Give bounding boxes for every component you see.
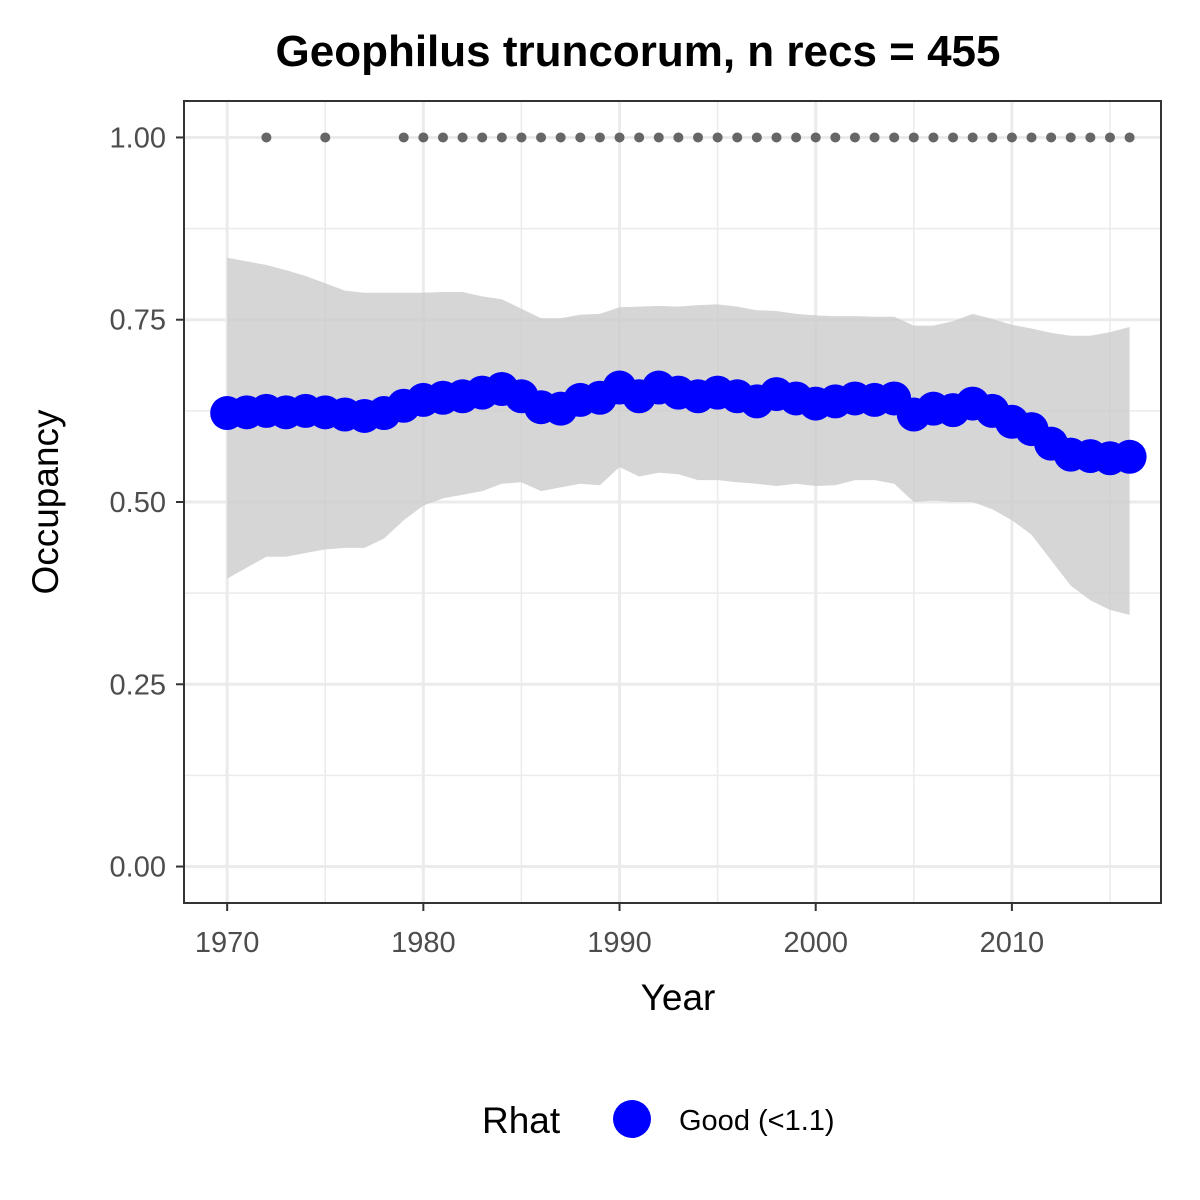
y-tick-label: 0.75 (110, 305, 166, 337)
record-point (555, 132, 566, 143)
y-tick-label: 0.00 (110, 852, 166, 884)
record-point (398, 132, 409, 143)
record-point (594, 132, 605, 143)
record-point (614, 132, 625, 143)
record-point (732, 132, 743, 143)
y-axis-title: Occupancy (25, 409, 66, 595)
record-point (634, 132, 645, 143)
record-point (712, 132, 723, 143)
record-point (830, 132, 841, 143)
record-point (1085, 132, 1096, 143)
record-point (1026, 132, 1037, 143)
record-point (496, 132, 507, 143)
axis-ticks: 1970 1980 1990 2000 2010 0.00 0.25 0.50 0.75 1.00 (110, 122, 1045, 959)
chart-title: Geophilus truncorum, n recs = 455 (276, 27, 1001, 76)
y-tick-label: 0.50 (110, 487, 166, 519)
record-point (575, 132, 586, 143)
record-point (320, 132, 331, 143)
record-point (849, 132, 860, 143)
record-point (516, 132, 527, 143)
occupancy-series (210, 370, 1147, 476)
y-tick-label: 1.00 (110, 122, 166, 154)
x-tick-label: 1980 (391, 927, 456, 959)
record-point (418, 132, 429, 143)
x-axis-title: Year (641, 977, 716, 1018)
record-point (1065, 132, 1076, 143)
x-tick-label: 2000 (783, 927, 848, 959)
record-point (693, 132, 704, 143)
record-point (1006, 132, 1017, 143)
record-point (1046, 132, 1057, 143)
legend: Rhat Good (<1.1) (482, 1100, 835, 1141)
record-point (1104, 132, 1115, 143)
record-point (908, 132, 919, 143)
record-point (967, 132, 978, 143)
record-point (536, 132, 547, 143)
record-point (751, 132, 762, 143)
record-point (261, 132, 272, 143)
record-point (1124, 132, 1135, 143)
legend-key-good (613, 1100, 651, 1138)
record-point (928, 132, 939, 143)
record-point (477, 132, 488, 143)
record-point (869, 132, 880, 143)
record-point (889, 132, 900, 143)
record-point (771, 132, 782, 143)
record-point (791, 132, 802, 143)
occupancy-point (1112, 439, 1147, 474)
x-tick-label: 1970 (195, 927, 260, 959)
record-points (261, 132, 1135, 143)
legend-label-good: Good (<1.1) (679, 1105, 835, 1137)
record-point (457, 132, 468, 143)
x-tick-label: 2010 (980, 927, 1045, 959)
legend-title: Rhat (482, 1100, 561, 1141)
y-tick-label: 0.25 (110, 669, 166, 701)
record-point (673, 132, 684, 143)
x-tick-label: 1990 (587, 927, 652, 959)
record-point (653, 132, 664, 143)
record-point (948, 132, 959, 143)
record-point (987, 132, 998, 143)
record-point (810, 132, 821, 143)
record-point (437, 132, 448, 143)
confidence-ribbon (227, 257, 1130, 615)
confidence-ribbon-area (227, 257, 1130, 615)
